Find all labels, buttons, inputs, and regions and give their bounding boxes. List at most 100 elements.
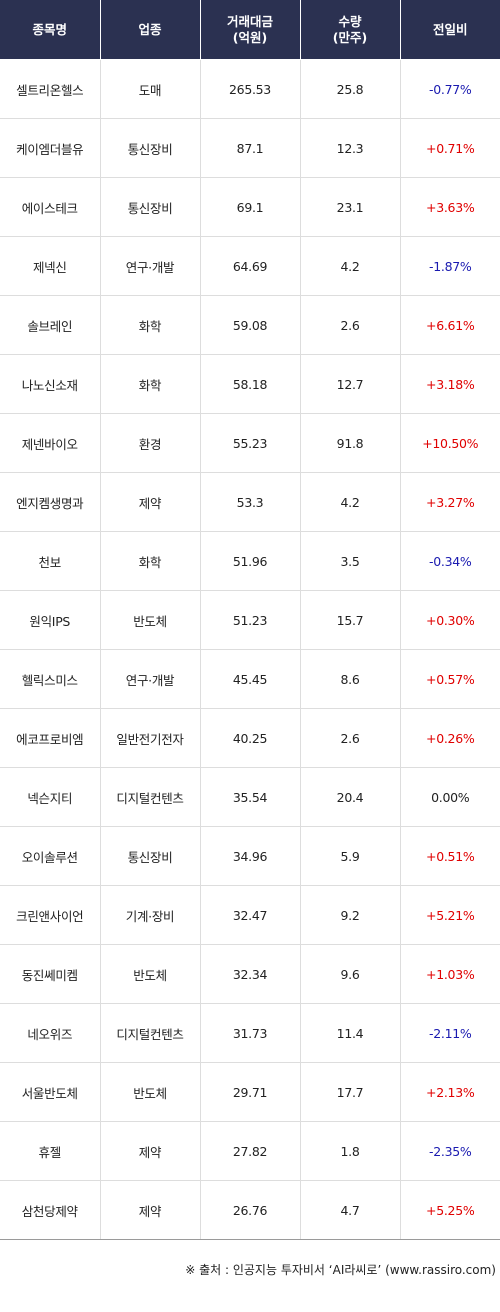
table-row: 제넥신 연구·개발 64.69 4.2 -1.87% bbox=[0, 236, 500, 296]
cell-amount: 51.96 bbox=[200, 531, 301, 591]
cell-amount: 64.69 bbox=[200, 236, 301, 296]
table-row: 케이엠더블유 통신장비 87.1 12.3 +0.71% bbox=[0, 118, 500, 178]
cell-change: +3.18% bbox=[400, 354, 500, 414]
cell-name: 휴젤 bbox=[0, 1121, 101, 1181]
cell-volume: 2.6 bbox=[300, 708, 401, 768]
cell-name: 케이엠더블유 bbox=[0, 118, 101, 178]
cell-amount: 32.47 bbox=[200, 885, 301, 945]
table-row: 엔지켐생명과 제약 53.3 4.2 +3.27% bbox=[0, 472, 500, 532]
table-row: 삼천당제약 제약 26.76 4.7 +5.25% bbox=[0, 1180, 500, 1240]
source-note: ※ 출처 : 인공지능 투자비서 ‘AI라씨로’ (www.rassiro.co… bbox=[185, 1263, 496, 1277]
cell-change: -2.35% bbox=[400, 1121, 500, 1181]
cell-volume: 11.4 bbox=[300, 1003, 401, 1063]
cell-amount: 27.82 bbox=[200, 1121, 301, 1181]
table-row: 크린앤사이언 기계·장비 32.47 9.2 +5.21% bbox=[0, 885, 500, 945]
cell-amount: 29.71 bbox=[200, 1062, 301, 1122]
table-row: 천보 화학 51.96 3.5 -0.34% bbox=[0, 531, 500, 591]
table-row: 헬릭스미스 연구·개발 45.45 8.6 +0.57% bbox=[0, 649, 500, 709]
header-change: 전일비 bbox=[400, 0, 500, 60]
cell-amount: 53.3 bbox=[200, 472, 301, 532]
table-row: 솔브레인 화학 59.08 2.6 +6.61% bbox=[0, 295, 500, 355]
cell-volume: 3.5 bbox=[300, 531, 401, 591]
cell-sector: 반도체 bbox=[100, 944, 201, 1004]
cell-amount: 69.1 bbox=[200, 177, 301, 237]
cell-sector: 디지털컨텐츠 bbox=[100, 767, 201, 827]
header-amount-unit: (억원) bbox=[232, 29, 268, 45]
cell-change: -2.11% bbox=[400, 1003, 500, 1063]
cell-name: 크린앤사이언 bbox=[0, 885, 101, 945]
cell-change: +2.13% bbox=[400, 1062, 500, 1122]
cell-sector: 제약 bbox=[100, 1121, 201, 1181]
header-sector: 업종 bbox=[100, 0, 201, 60]
cell-amount: 55.23 bbox=[200, 413, 301, 473]
cell-sector: 통신장비 bbox=[100, 118, 201, 178]
table-row: 제넨바이오 환경 55.23 91.8 +10.50% bbox=[0, 413, 500, 473]
cell-change: +5.21% bbox=[400, 885, 500, 945]
cell-volume: 4.2 bbox=[300, 472, 401, 532]
cell-volume: 12.3 bbox=[300, 118, 401, 178]
cell-volume: 1.8 bbox=[300, 1121, 401, 1181]
cell-sector: 연구·개발 bbox=[100, 236, 201, 296]
table-row: 오이솔루션 통신장비 34.96 5.9 +0.51% bbox=[0, 826, 500, 886]
header-volume: 수량 (만주) bbox=[300, 0, 401, 60]
header-volume-unit: (만주) bbox=[332, 29, 368, 45]
table-row: 에코프로비엠 일반전기전자 40.25 2.6 +0.26% bbox=[0, 708, 500, 768]
cell-volume: 8.6 bbox=[300, 649, 401, 709]
cell-amount: 32.34 bbox=[200, 944, 301, 1004]
cell-sector: 연구·개발 bbox=[100, 649, 201, 709]
cell-volume: 17.7 bbox=[300, 1062, 401, 1122]
cell-sector: 반도체 bbox=[100, 590, 201, 650]
cell-name: 천보 bbox=[0, 531, 101, 591]
table-row: 서울반도체 반도체 29.71 17.7 +2.13% bbox=[0, 1062, 500, 1122]
header-amount: 거래대금 (억원) bbox=[200, 0, 301, 60]
cell-volume: 2.6 bbox=[300, 295, 401, 355]
cell-name: 제넨바이오 bbox=[0, 413, 101, 473]
cell-name: 헬릭스미스 bbox=[0, 649, 101, 709]
cell-name: 동진쎄미켐 bbox=[0, 944, 101, 1004]
cell-change: +0.51% bbox=[400, 826, 500, 886]
cell-name: 에이스테크 bbox=[0, 177, 101, 237]
cell-sector: 통신장비 bbox=[100, 177, 201, 237]
cell-amount: 35.54 bbox=[200, 767, 301, 827]
table-row: 동진쎄미켐 반도체 32.34 9.6 +1.03% bbox=[0, 944, 500, 1004]
cell-name: 원익IPS bbox=[0, 590, 101, 650]
header-amount-label: 거래대금 bbox=[226, 13, 273, 29]
cell-sector: 반도체 bbox=[100, 1062, 201, 1122]
cell-change: +3.63% bbox=[400, 177, 500, 237]
cell-name: 삼천당제약 bbox=[0, 1180, 101, 1240]
table-row: 네오위즈 디지털컨텐츠 31.73 11.4 -2.11% bbox=[0, 1003, 500, 1063]
header-name-label: 종목명 bbox=[32, 21, 67, 37]
cell-amount: 40.25 bbox=[200, 708, 301, 768]
cell-change: +1.03% bbox=[400, 944, 500, 1004]
table-body: 셀트리온헬스 도매 265.53 25.8 -0.77% 케이엠더블유 통신장비 87.1 12… bbox=[0, 59, 500, 1240]
cell-sector: 도매 bbox=[100, 59, 201, 119]
cell-volume: 4.2 bbox=[300, 236, 401, 296]
cell-volume: 15.7 bbox=[300, 590, 401, 650]
table-row: 휴젤 제약 27.82 1.8 -2.35% bbox=[0, 1121, 500, 1181]
table-header-row: 종목명 업종 거래대금 (억원) 수량 (만주) 전일비 bbox=[0, 0, 500, 60]
cell-sector: 통신장비 bbox=[100, 826, 201, 886]
cell-name: 셀트리온헬스 bbox=[0, 59, 101, 119]
cell-amount: 26.76 bbox=[200, 1180, 301, 1240]
table-row: 원익IPS 반도체 51.23 15.7 +0.30% bbox=[0, 590, 500, 650]
cell-change: +5.25% bbox=[400, 1180, 500, 1240]
header-name: 종목명 bbox=[0, 0, 101, 60]
cell-amount: 58.18 bbox=[200, 354, 301, 414]
cell-volume: 91.8 bbox=[300, 413, 401, 473]
cell-volume: 23.1 bbox=[300, 177, 401, 237]
cell-volume: 20.4 bbox=[300, 767, 401, 827]
cell-volume: 5.9 bbox=[300, 826, 401, 886]
cell-change: +0.30% bbox=[400, 590, 500, 650]
cell-name: 나노신소재 bbox=[0, 354, 101, 414]
cell-change: -0.77% bbox=[400, 59, 500, 119]
cell-amount: 59.08 bbox=[200, 295, 301, 355]
cell-name: 엔지켐생명과 bbox=[0, 472, 101, 532]
cell-change: +3.27% bbox=[400, 472, 500, 532]
stock-table: 종목명 업종 거래대금 (억원) 수량 (만주) 전일비 셀트리온헬스 도매 265.5… bbox=[0, 0, 500, 1240]
cell-sector: 화학 bbox=[100, 354, 201, 414]
cell-name: 솔브레인 bbox=[0, 295, 101, 355]
cell-volume: 9.6 bbox=[300, 944, 401, 1004]
header-change-label: 전일비 bbox=[432, 21, 468, 37]
cell-sector: 일반전기전자 bbox=[100, 708, 201, 768]
cell-sector: 제약 bbox=[100, 472, 201, 532]
